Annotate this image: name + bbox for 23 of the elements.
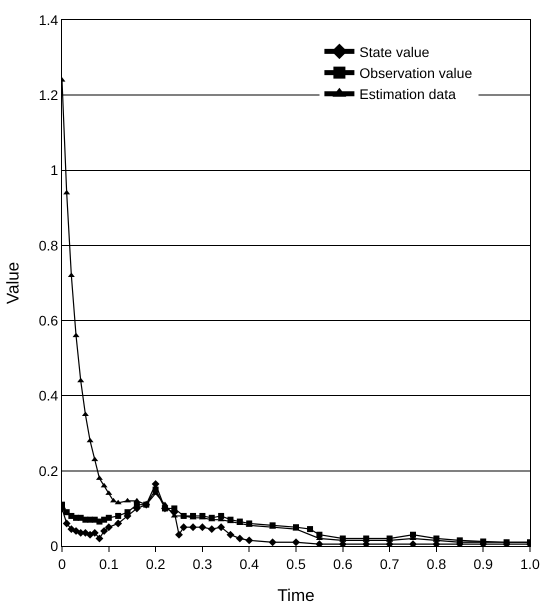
legend-label: Observation value [359, 65, 472, 82]
x-tick-label: 1.0 [520, 556, 540, 572]
x-tick-label: 0.1 [99, 556, 119, 572]
x-tick-label: 0.8 [426, 556, 446, 572]
x-tick-label: 0.4 [239, 556, 260, 572]
y-tick-label: 1 [50, 162, 58, 178]
y-tick-label: 0 [50, 538, 58, 554]
x-tick-label: 0.7 [380, 556, 400, 572]
y-tick-label: 1.4 [38, 12, 58, 28]
y-tick-label: 0.4 [38, 388, 58, 404]
y-axis-title: Value [3, 262, 22, 304]
x-tick-label: 0.5 [286, 556, 306, 572]
x-axis-title: Time [277, 586, 315, 606]
x-tick-label: 0.9 [473, 556, 494, 572]
x-tick-label: 0.3 [192, 556, 212, 572]
x-tick-label: 0.6 [333, 556, 353, 572]
y-tick-label: 0.8 [38, 237, 58, 254]
y-tick-label: 1.2 [38, 87, 58, 104]
legend-label: State value [359, 44, 430, 60]
x-tick-label: 0.2 [146, 556, 166, 572]
y-tick-label: 0.2 [38, 462, 58, 479]
legend-label: Estimation data [359, 86, 456, 102]
y-tick-label: 0.6 [38, 312, 58, 328]
